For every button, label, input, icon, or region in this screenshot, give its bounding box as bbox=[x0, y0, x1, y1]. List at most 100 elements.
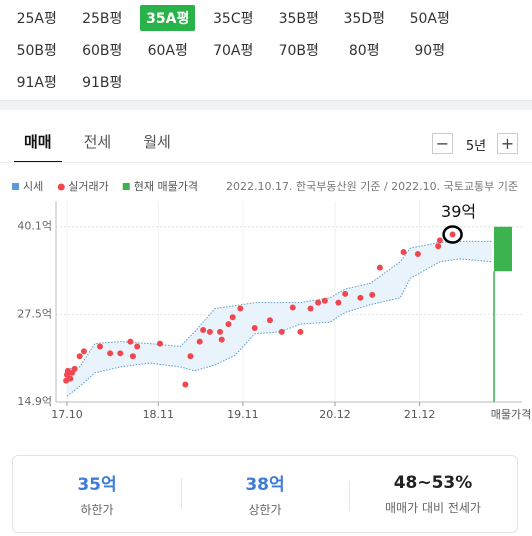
x-tick-label: 17.10 bbox=[51, 408, 83, 421]
trade-point bbox=[157, 340, 164, 347]
trade-point bbox=[321, 297, 328, 304]
size-tab-label: 35C평 bbox=[213, 11, 254, 27]
trade-point bbox=[278, 328, 285, 335]
period-plus[interactable]: + bbox=[497, 133, 518, 154]
size-tab-label: 60A평 bbox=[147, 43, 188, 59]
x-tick-label: 18.11 bbox=[143, 408, 175, 421]
trade-point bbox=[229, 314, 236, 321]
size-tab[interactable]: 25A평 bbox=[4, 2, 70, 34]
size-tab-label: 91A평 bbox=[16, 75, 57, 91]
legend-label: 실거래가 bbox=[68, 180, 108, 193]
size-tab-label: 35B평 bbox=[278, 11, 319, 27]
size-tab[interactable]: 35A평 bbox=[135, 2, 201, 34]
legend-label: 현재 매물가격 bbox=[134, 180, 198, 193]
tab-divider bbox=[0, 162, 532, 163]
size-tab-label: 91B평 bbox=[82, 75, 123, 91]
summary-label: 상한가 bbox=[248, 503, 282, 517]
size-tab[interactable]: 25B평 bbox=[70, 2, 136, 34]
trade-point bbox=[196, 338, 203, 345]
size-tab[interactable]: 70B평 bbox=[266, 34, 332, 66]
trade-point bbox=[218, 336, 225, 343]
x-tick-label: 20.12 bbox=[319, 408, 351, 421]
trade-point bbox=[206, 328, 213, 335]
y-tick-label: 40.1억 bbox=[17, 220, 52, 233]
separator bbox=[0, 100, 532, 110]
trade-point bbox=[435, 243, 442, 250]
trade-point bbox=[357, 294, 364, 301]
trade-point bbox=[297, 328, 304, 335]
chart-tab[interactable]: 월세 bbox=[143, 133, 171, 151]
size-tab[interactable]: 60A평 bbox=[135, 34, 201, 66]
size-tab-label: 50A평 bbox=[409, 11, 450, 27]
trade-point bbox=[289, 304, 296, 311]
trade-point bbox=[225, 321, 232, 328]
source-note: 2022.10.17. 한국부동산원 기준 / 2022.10. 국토교통부 기… bbox=[226, 180, 518, 193]
trade-point bbox=[187, 353, 194, 360]
chart-tabs: 매매 전세 월세 bbox=[14, 128, 193, 163]
summary-item: 48~53% 매매가 대비 전세가 bbox=[349, 473, 517, 516]
band-fill bbox=[66, 241, 493, 397]
summary-value: 35억 bbox=[77, 475, 117, 495]
size-tab-label: 35A평 bbox=[140, 5, 196, 31]
trade-point bbox=[134, 343, 141, 350]
size-tab-label: 25A평 bbox=[16, 11, 57, 27]
size-tab[interactable]: 90평 bbox=[397, 34, 463, 66]
summary-value: 38억 bbox=[245, 475, 285, 495]
trade-point bbox=[76, 353, 83, 360]
trade-point bbox=[400, 249, 407, 256]
chart-tab[interactable]: 매매 bbox=[14, 128, 62, 163]
legend-swatch bbox=[57, 183, 65, 191]
size-tab[interactable]: 50B평 bbox=[4, 34, 70, 66]
size-tab[interactable]: 70A평 bbox=[201, 34, 267, 66]
trade-point bbox=[96, 343, 103, 350]
size-tab[interactable]: 35C평 bbox=[201, 2, 267, 34]
trade-point bbox=[342, 290, 349, 297]
legend-label: 시세 bbox=[23, 180, 43, 193]
size-tab[interactable]: 91B평 bbox=[70, 66, 136, 98]
size-tab[interactable]: 91A평 bbox=[4, 66, 70, 98]
size-tab[interactable]: 35B평 bbox=[266, 2, 332, 34]
trade-point bbox=[217, 328, 224, 335]
trade-point bbox=[200, 326, 207, 333]
trade-point bbox=[127, 338, 134, 345]
summary-value: 48~53% bbox=[393, 472, 473, 493]
listing-bar bbox=[494, 226, 512, 272]
size-tabs: 25A평 25B평 35A평 35C평 35B평 35D평 50A평 50B평 60B평 60A평… bbox=[4, 2, 463, 98]
chart-tab[interactable]: 전세 bbox=[83, 133, 112, 151]
size-tab-label: 70A평 bbox=[213, 43, 254, 59]
trade-point bbox=[80, 348, 87, 355]
size-tab-label: 80평 bbox=[348, 43, 380, 59]
size-tab[interactable]: 35D평 bbox=[332, 2, 398, 34]
trade-point bbox=[71, 365, 78, 372]
size-tab[interactable]: 80평 bbox=[332, 34, 398, 66]
band-high-line bbox=[66, 240, 493, 370]
trade-point bbox=[129, 353, 136, 360]
size-tab-label: 70B평 bbox=[278, 43, 319, 59]
x-tick-label: 매물가격 bbox=[491, 408, 531, 421]
y-tick-label: 14.9억 bbox=[17, 395, 52, 408]
price-chart: 시세 실거래가 현재 매물가격 2022.10.17. 한국부동산원 기준 / 202… bbox=[12, 180, 531, 421]
size-tab[interactable]: 60B평 bbox=[70, 34, 136, 66]
legend-swatch bbox=[12, 183, 19, 190]
trade-point bbox=[117, 350, 124, 357]
annotation: 39억 bbox=[441, 202, 476, 221]
trade-point bbox=[182, 381, 189, 388]
summary-box: 35억 하한가 38억 상한가 48~53% 매매가 대비 전세가 bbox=[12, 455, 518, 533]
trade-point bbox=[266, 317, 273, 324]
period-minus[interactable]: − bbox=[432, 133, 453, 154]
summary-item: 35억 하한가 bbox=[13, 470, 181, 518]
size-tab-label: 90평 bbox=[414, 43, 446, 59]
size-tab[interactable]: 50A평 bbox=[397, 2, 463, 34]
trade-point bbox=[307, 305, 314, 312]
summary-label: 매매가 대비 전세가 bbox=[385, 500, 481, 515]
legend-swatch bbox=[122, 183, 130, 190]
trade-point bbox=[107, 350, 114, 357]
trade-point bbox=[376, 264, 383, 271]
trade-point bbox=[436, 237, 443, 244]
period-label: 5년 bbox=[465, 139, 487, 154]
trade-point bbox=[237, 305, 244, 312]
x-tick-label: 19.11 bbox=[227, 408, 259, 421]
trade-point bbox=[449, 231, 456, 238]
